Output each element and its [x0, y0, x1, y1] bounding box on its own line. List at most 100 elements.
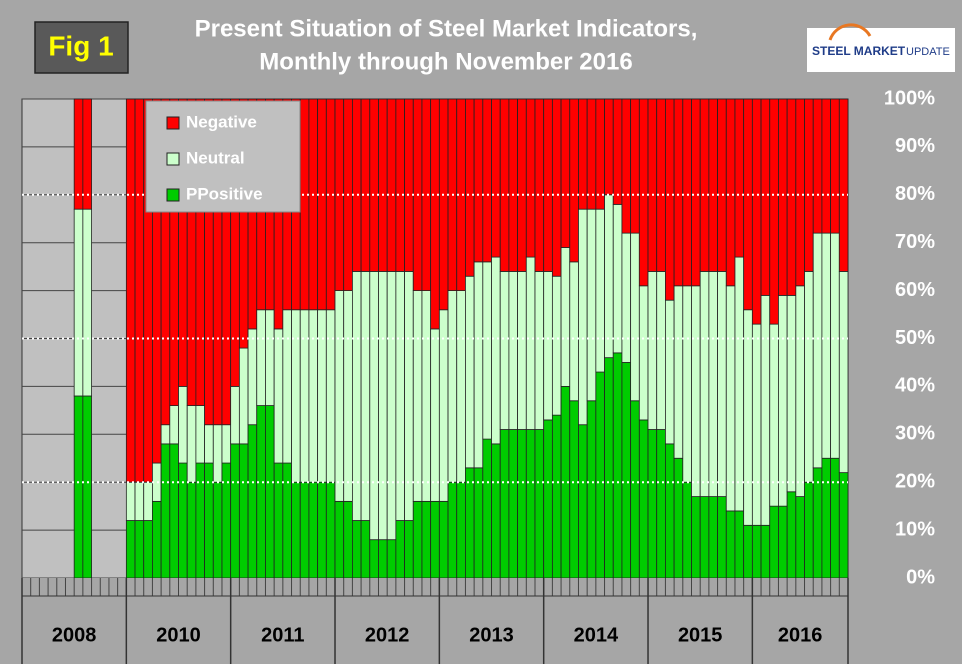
bar-segment	[334, 500, 345, 579]
bar-segment	[725, 510, 736, 579]
bar-segment	[751, 98, 762, 325]
bar-segment	[178, 462, 188, 579]
bar-segment	[525, 256, 536, 430]
bar-segment	[578, 208, 588, 426]
bar-segment	[73, 395, 84, 579]
bar-segment	[438, 98, 449, 311]
bar-segment	[317, 98, 327, 311]
bar-segment	[82, 208, 92, 397]
y-tick-label: 10%	[895, 518, 935, 540]
bar-segment	[543, 271, 553, 421]
y-tick-label: 30%	[895, 423, 935, 445]
bar-segment	[369, 98, 379, 272]
bar-segment	[665, 299, 675, 445]
bar-segment	[82, 98, 92, 210]
bar-segment	[325, 481, 336, 579]
bar-segment	[830, 232, 840, 459]
bar-segment	[656, 429, 666, 579]
bar-segment	[256, 405, 266, 579]
bar-segment	[717, 496, 727, 579]
bar-segment	[630, 400, 640, 579]
bar-segment	[499, 429, 510, 579]
bar-segment	[360, 98, 371, 272]
bar-segment	[673, 98, 684, 287]
bar-segment	[160, 424, 171, 445]
bar-segment	[378, 539, 388, 579]
bar-segment	[743, 309, 753, 526]
bar-segment	[238, 443, 249, 579]
bar-segment	[499, 271, 510, 430]
bar-segment	[725, 98, 736, 287]
bar-segment	[812, 467, 823, 579]
bar-segment	[412, 290, 423, 502]
bar-segment	[134, 520, 145, 579]
legend-swatch	[166, 188, 180, 202]
bar-segment	[708, 496, 718, 579]
bar-segment	[465, 98, 475, 277]
bar-segment	[430, 98, 440, 330]
bar-segment	[221, 462, 232, 579]
y-tick-label: 60%	[895, 279, 935, 301]
bar-segment	[682, 481, 692, 579]
bar-segment	[134, 98, 145, 483]
bar-segment	[673, 457, 684, 579]
bar-segment	[691, 496, 701, 579]
bar-segment	[517, 429, 527, 579]
bar-segment	[838, 472, 849, 579]
bar-segment	[795, 496, 805, 579]
bar-segment	[143, 481, 153, 521]
bar-segment	[378, 271, 388, 541]
y-tick-label: 20%	[895, 470, 935, 492]
bar-segment	[630, 98, 640, 234]
bar-segment	[804, 271, 814, 483]
bar-segment	[195, 405, 205, 464]
bar-segment	[569, 400, 579, 579]
bar-segment	[760, 98, 771, 296]
bar-segment	[186, 405, 197, 483]
x-group-label: 2011	[261, 624, 304, 646]
bar-segment	[247, 424, 258, 579]
bar-segment	[499, 98, 510, 272]
bar-segment	[795, 98, 805, 287]
bar-segment	[386, 271, 397, 541]
bar-segment	[769, 98, 779, 325]
bar-segment	[647, 271, 658, 430]
bar-segment	[699, 496, 710, 579]
logo-primary: STEEL MARKET	[812, 44, 906, 58]
bar-segment	[717, 98, 727, 272]
figure-label: Fig 1	[48, 30, 113, 61]
bar-segment	[656, 271, 666, 430]
y-tick-label: 40%	[895, 375, 935, 397]
bar-segment	[369, 539, 379, 579]
bar-segment	[169, 405, 179, 445]
bar-segment	[551, 275, 562, 416]
bar-segment	[778, 294, 788, 507]
bar-segment	[525, 98, 536, 258]
bar-segment	[125, 98, 136, 483]
bar-segment	[404, 98, 414, 272]
bar-segment	[256, 309, 266, 406]
bar-segment	[586, 98, 597, 210]
bar-segment	[395, 98, 405, 272]
bar-segment	[708, 98, 718, 272]
bar-segment	[612, 98, 623, 205]
bar-segment	[830, 457, 840, 579]
bar-segment	[204, 424, 214, 464]
bar-segment	[786, 294, 797, 493]
x-group-label: 2014	[574, 624, 619, 646]
x-group-label: 2010	[156, 624, 201, 646]
bar-segment	[647, 98, 658, 272]
bar-segment	[317, 481, 327, 579]
bar-segment	[525, 429, 536, 579]
bar-segment	[821, 98, 832, 234]
bar-segment	[386, 98, 397, 272]
bar-segment	[543, 98, 553, 272]
bar-segment	[395, 520, 405, 579]
bar-segment	[482, 261, 492, 440]
bar-segment	[751, 524, 762, 579]
bar-segment	[378, 98, 388, 272]
bar-segment	[334, 290, 345, 502]
bar-segment	[751, 323, 762, 526]
bar-segment	[586, 400, 597, 579]
bar-segment	[473, 98, 484, 263]
